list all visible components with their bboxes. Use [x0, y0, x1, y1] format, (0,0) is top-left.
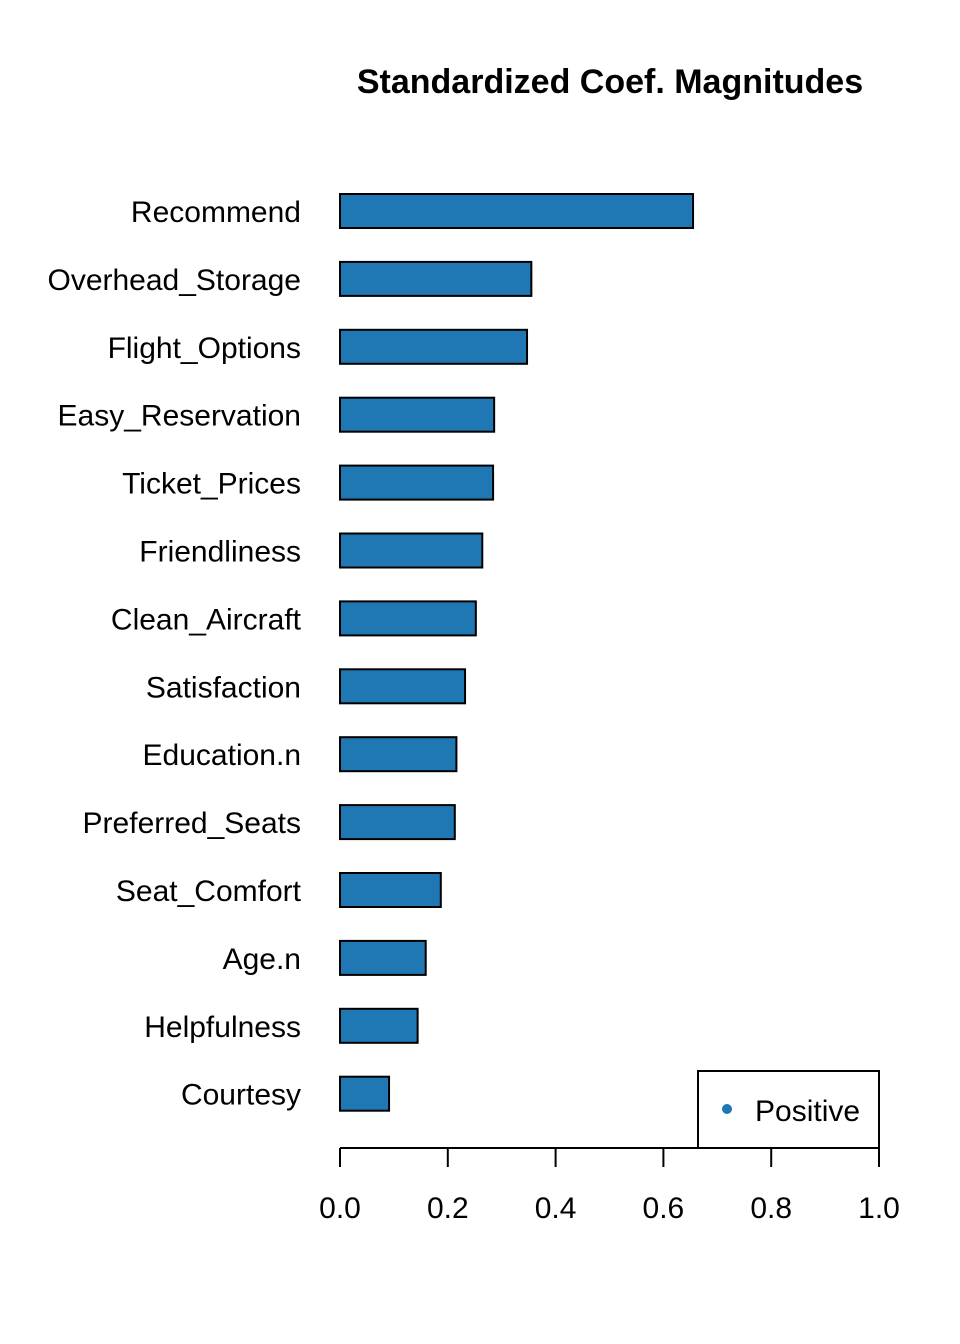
bar-recommend	[339, 193, 695, 229]
bar-easy-reservation	[339, 396, 496, 433]
category-labels-group: Recommend Overhead_Storage Flight_Options E…	[47, 196, 301, 1112]
category-label: Ticket_Prices	[122, 468, 301, 501]
bar-seat-comfort	[339, 872, 442, 908]
category-label: Overhead_Storage	[47, 264, 301, 297]
bars-group	[339, 193, 695, 1112]
category-label: Seat_Comfort	[116, 875, 302, 908]
category-label: Education.n	[143, 739, 301, 772]
bar-education-n	[339, 736, 458, 773]
x-tick-label: 0.0	[319, 1192, 361, 1225]
legend-label-positive: Positive	[755, 1095, 860, 1128]
category-label: Preferred_Seats	[83, 807, 301, 840]
category-label: Satisfaction	[146, 671, 301, 704]
bar-satisfaction	[339, 668, 467, 705]
x-axis: 0.0 0.2 0.4 0.6 0.8 1.0	[319, 1147, 900, 1225]
x-tick-label: 0.8	[750, 1192, 792, 1225]
category-label: Courtesy	[181, 1079, 301, 1112]
legend-box	[697, 1070, 880, 1149]
category-label: Age.n	[223, 943, 301, 976]
category-label: Clean_Aircraft	[111, 603, 302, 636]
x-tick-label: 1.0	[858, 1192, 900, 1225]
category-label: Flight_Options	[108, 332, 301, 365]
legend-marker-positive	[722, 1104, 732, 1114]
bar-friendliness	[339, 532, 484, 569]
bar-helpfulness	[339, 1007, 419, 1044]
legend: Positive	[697, 1070, 880, 1149]
bar-overhead-storage	[339, 260, 533, 297]
bar-age-n	[339, 939, 427, 976]
x-tick-label: 0.2	[427, 1192, 469, 1225]
bar-ticket-prices	[339, 464, 495, 501]
bar-flight-options	[339, 328, 529, 365]
x-tick-label: 0.6	[643, 1192, 685, 1225]
chart-title: Standardized Coef. Magnitudes	[357, 63, 863, 101]
category-label: Recommend	[131, 196, 301, 229]
bar-clean-aircraft	[339, 600, 477, 637]
bar-preferred-seats	[339, 804, 456, 841]
bar-courtesy	[339, 1075, 391, 1112]
category-label: Friendliness	[139, 536, 301, 569]
x-tick-label: 0.4	[535, 1192, 577, 1225]
category-label: Helpfulness	[144, 1011, 301, 1044]
category-label: Easy_Reservation	[58, 400, 301, 433]
